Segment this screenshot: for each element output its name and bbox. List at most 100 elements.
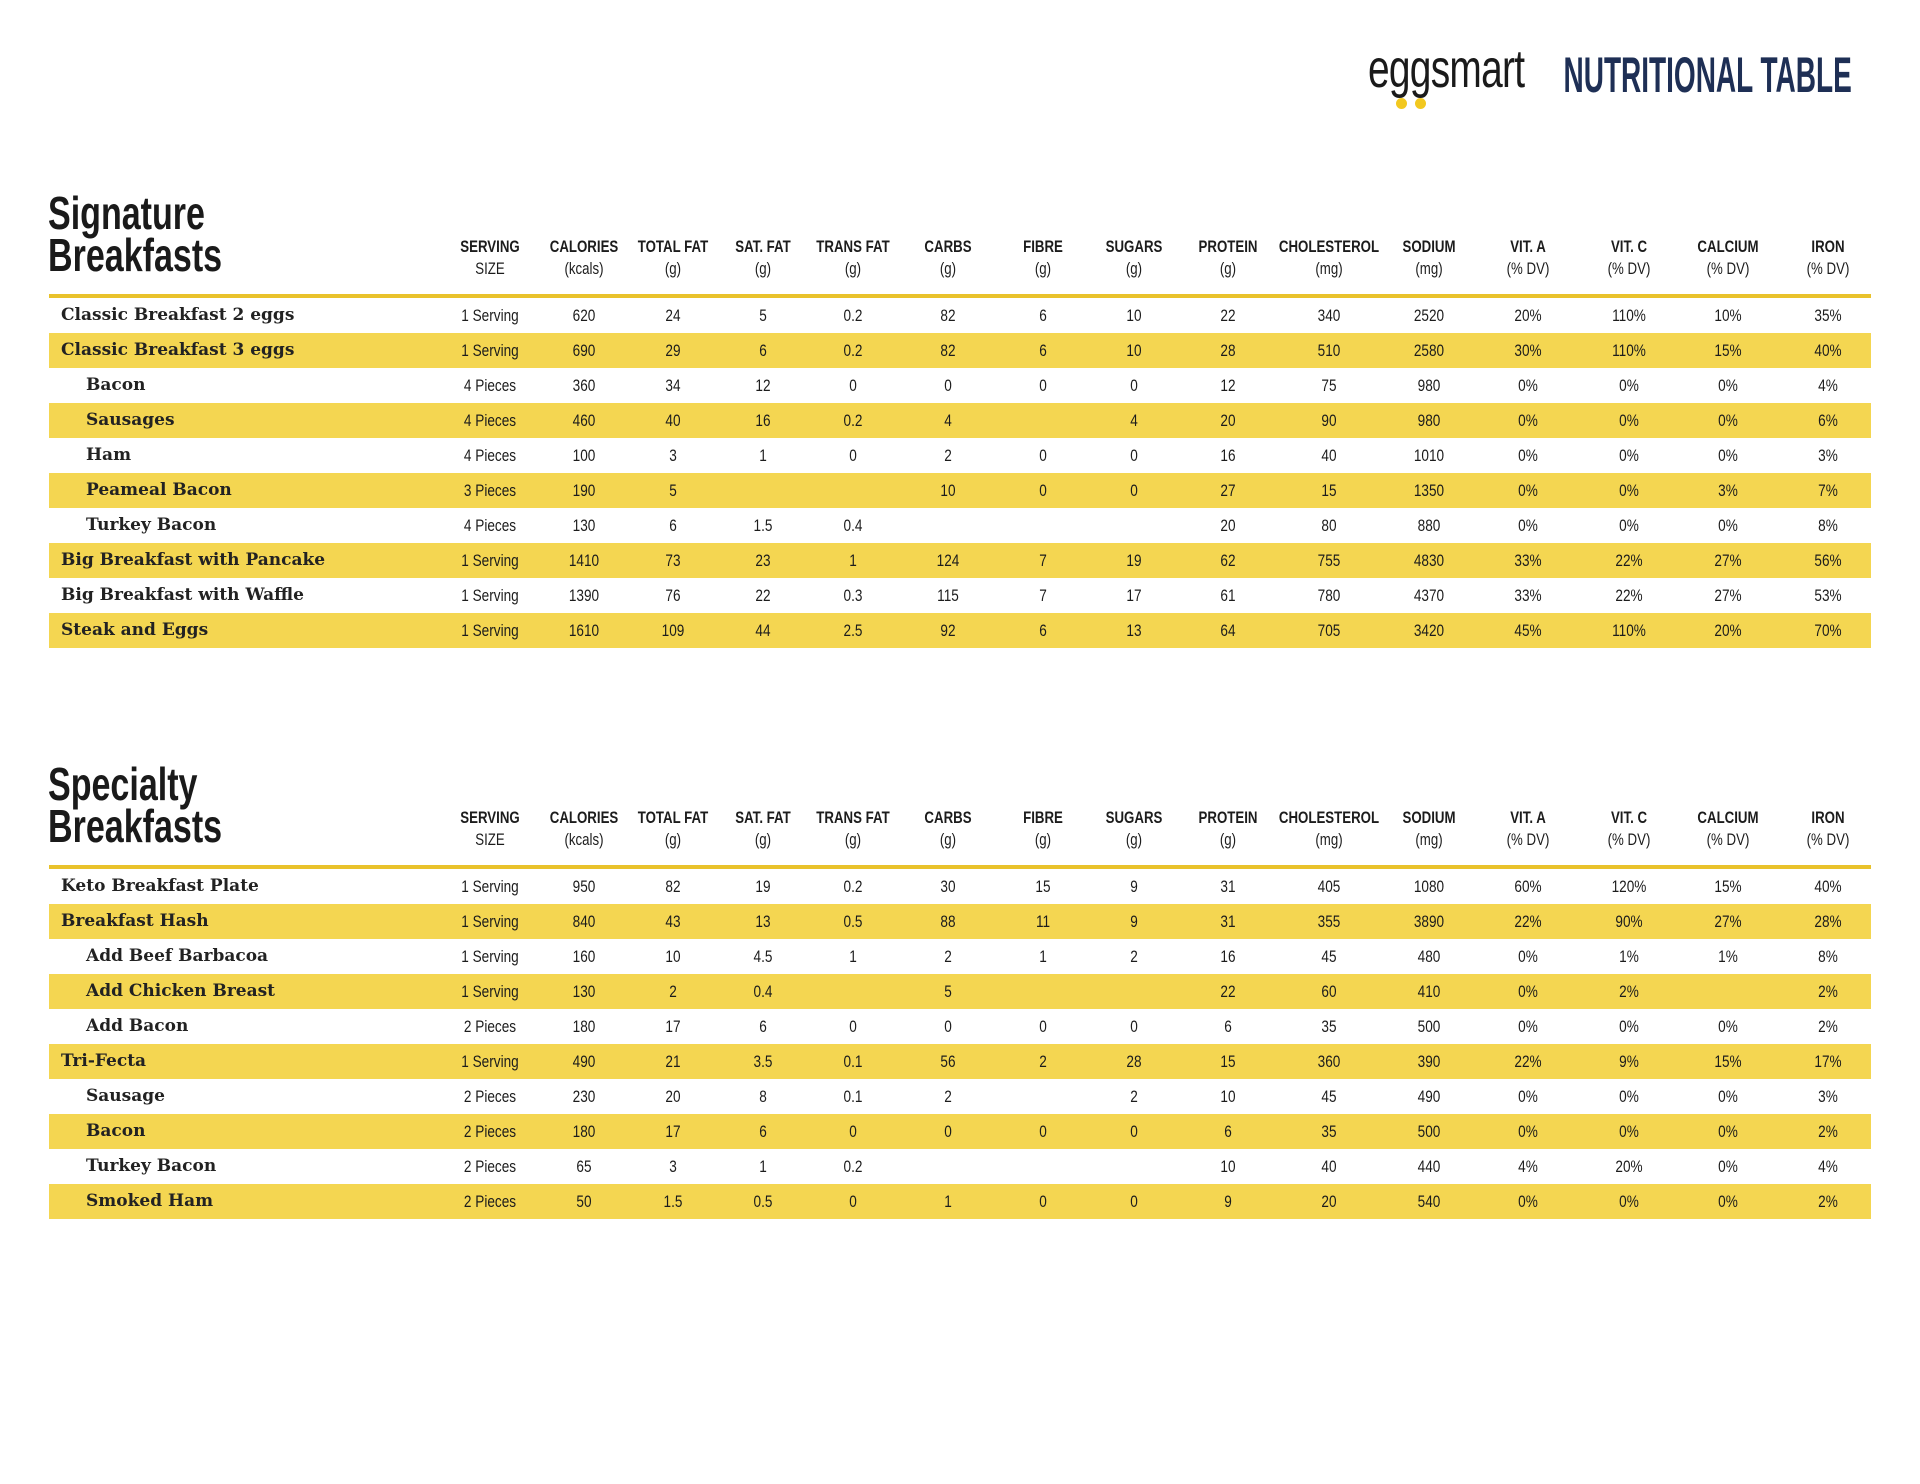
column-header: SERVING SIZE <box>435 236 544 280</box>
column-unit: (% DV) <box>1506 830 1550 849</box>
table-row: Add Bacon 2 Pieces 180 17 6 0 0 0 0 6 35 500 0% 0% 0% 2… <box>49 1009 1871 1044</box>
column-label: CARBS <box>924 808 972 827</box>
cell-vit-a: 0% <box>1518 1017 1538 1036</box>
column-header: VIT. C (% DV) <box>1574 807 1683 851</box>
cell-sugars: 2 <box>1130 1087 1138 1106</box>
column-header: SERVING SIZE <box>435 807 544 851</box>
cell-iron: 40% <box>1814 341 1842 360</box>
column-header: FIBRE (g) <box>988 807 1097 851</box>
cell-sugars: 9 <box>1130 912 1138 931</box>
cell-fibre: 7 <box>1039 551 1047 570</box>
item-name: Big Breakfast with Waffle <box>61 585 304 605</box>
table-row: Add Chicken Breast 1 Serving 130 2 0.4 5 22 60 4… <box>49 974 1871 1009</box>
column-header: VIT. A (% DV) <box>1473 807 1582 851</box>
column-header: CARBS (g) <box>893 236 1002 280</box>
cell-cholesterol: 35 <box>1321 1122 1337 1141</box>
cell-calories: 65 <box>576 1157 592 1176</box>
cell-carbs: 82 <box>940 306 956 325</box>
cell-total-fat: 29 <box>665 341 681 360</box>
cell-sat-fat: 0.4 <box>753 982 773 1001</box>
cell-trans-fat: 0.2 <box>843 341 863 360</box>
item-name: Breakfast Hash <box>61 911 209 931</box>
column-header: CALORIES (kcals) <box>529 236 638 280</box>
cell-iron: 2% <box>1818 982 1838 1001</box>
cell-calcium: 3% <box>1718 481 1738 500</box>
cell-fibre: 6 <box>1039 621 1047 640</box>
cell-serving: 1 Serving <box>461 912 519 931</box>
cell-trans-fat: 0.4 <box>843 516 863 535</box>
cell-total-fat: 82 <box>665 877 681 896</box>
cell-vit-a: 0% <box>1518 1122 1538 1141</box>
cell-iron: 56% <box>1814 551 1842 570</box>
cell-total-fat: 73 <box>665 551 681 570</box>
item-name: Add Beef Barbacoa <box>86 946 269 966</box>
cell-sugars: 13 <box>1126 621 1142 640</box>
cell-protein: 31 <box>1220 912 1236 931</box>
cell-vit-c: 0% <box>1619 1017 1639 1036</box>
cell-fibre: 0 <box>1039 1017 1047 1036</box>
cell-sodium: 410 <box>1417 982 1441 1001</box>
cell-vit-c: 9% <box>1619 1052 1639 1071</box>
item-name: Big Breakfast with Pancake <box>61 550 326 570</box>
section-title-line: Breakfasts <box>48 800 223 852</box>
cell-sodium: 440 <box>1417 1157 1441 1176</box>
cell-calcium: 0% <box>1718 1017 1738 1036</box>
cell-cholesterol: 15 <box>1321 481 1337 500</box>
cell-carbs: 2 <box>944 1087 952 1106</box>
column-unit: (g) <box>1125 259 1143 278</box>
cell-protein: 12 <box>1220 376 1236 395</box>
cell-trans-fat: 0 <box>849 446 857 465</box>
cell-sat-fat: 6 <box>759 1122 767 1141</box>
cell-serving: 3 Pieces <box>463 481 517 500</box>
cell-calcium: 0% <box>1718 1122 1738 1141</box>
column-unit: (g) <box>1125 830 1143 849</box>
cell-vit-c: 1% <box>1619 947 1639 966</box>
cell-iron: 28% <box>1814 912 1842 931</box>
cell-total-fat: 1.5 <box>663 1192 683 1211</box>
cell-protein: 10 <box>1220 1157 1236 1176</box>
cell-calcium: 0% <box>1718 411 1738 430</box>
column-header: SAT. FAT (g) <box>708 236 817 280</box>
item-name: Smoked Ham <box>86 1191 214 1211</box>
column-unit: (g) <box>939 830 957 849</box>
item-name: Peameal Bacon <box>86 480 232 500</box>
cell-vit-c: 22% <box>1615 551 1643 570</box>
column-label: CALORIES <box>549 808 619 827</box>
cell-protein: 62 <box>1220 551 1236 570</box>
cell-vit-a: 0% <box>1518 446 1538 465</box>
cell-total-fat: 10 <box>665 947 681 966</box>
column-label: CALCIUM <box>1697 237 1759 256</box>
cell-calcium: 0% <box>1718 446 1738 465</box>
cell-iron: 4% <box>1818 376 1838 395</box>
column-unit: (g) <box>939 259 957 278</box>
cell-iron: 40% <box>1814 877 1842 896</box>
cell-iron: 17% <box>1814 1052 1842 1071</box>
cell-carbs: 0 <box>944 376 952 395</box>
cell-serving: 4 Pieces <box>463 376 517 395</box>
cell-vit-a: 22% <box>1514 1052 1542 1071</box>
cell-iron: 2% <box>1818 1192 1838 1211</box>
cell-iron: 6% <box>1818 411 1838 430</box>
cell-sodium: 4830 <box>1413 551 1445 570</box>
column-label: IRON <box>1811 808 1845 827</box>
cell-trans-fat: 0.1 <box>843 1087 863 1106</box>
cell-sodium: 390 <box>1417 1052 1441 1071</box>
cell-cholesterol: 780 <box>1317 586 1341 605</box>
column-unit: (g) <box>664 830 682 849</box>
cell-total-fat: 17 <box>665 1122 681 1141</box>
cell-carbs: 2 <box>944 947 952 966</box>
cell-sodium: 980 <box>1417 411 1441 430</box>
item-name: Add Bacon <box>86 1016 189 1036</box>
cell-cholesterol: 80 <box>1321 516 1337 535</box>
column-header: IRON (% DV) <box>1773 236 1882 280</box>
column-header: CALCIUM (% DV) <box>1673 807 1782 851</box>
cell-protein: 22 <box>1220 306 1236 325</box>
cell-vit-a: 60% <box>1514 877 1542 896</box>
cell-trans-fat: 0 <box>849 1192 857 1211</box>
column-unit: (% DV) <box>1607 830 1651 849</box>
table-row: Peameal Bacon 3 Pieces 190 5 10 0 0 27 15 1350 0% 0… <box>49 473 1871 508</box>
cell-fibre: 7 <box>1039 586 1047 605</box>
column-unit: (% DV) <box>1806 259 1850 278</box>
column-header: CALORIES (kcals) <box>529 807 638 851</box>
cell-fibre: 0 <box>1039 1122 1047 1141</box>
